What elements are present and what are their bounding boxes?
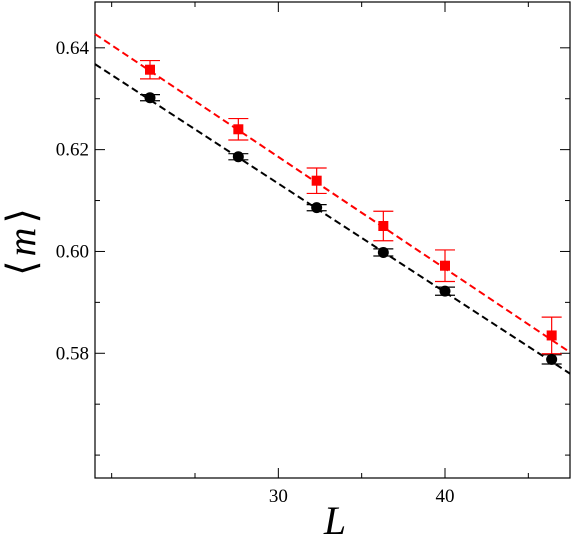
fit-line-series-2 xyxy=(94,33,571,354)
error-bars xyxy=(140,59,562,365)
plot-frame xyxy=(94,1,571,479)
data-point-square xyxy=(440,260,450,271)
y-axis-left-bracket: ⟨ xyxy=(0,260,44,276)
data-point-circle xyxy=(144,92,156,104)
data-point-square xyxy=(311,175,322,186)
data-markers xyxy=(144,64,558,365)
fit-line-series-1 xyxy=(94,63,571,375)
y-tick-label: 0.60 xyxy=(56,241,89,262)
y-axis-label: ⟨ m ⟩ xyxy=(0,208,44,276)
axis-ticks xyxy=(95,2,570,478)
data-point-circle xyxy=(232,151,244,163)
x-tick-label: 30 xyxy=(269,486,288,507)
data-point-circle xyxy=(546,353,558,365)
axis-tick-labels: 30 40 0.58 0.60 0.62 0.64 xyxy=(56,38,455,507)
y-axis-symbol: m xyxy=(0,228,44,257)
x-tick-label: 40 xyxy=(436,486,455,507)
svg-text:⟨m⟩: ⟨ m ⟩ xyxy=(0,208,44,276)
data-point-square xyxy=(378,221,389,231)
data-point-square xyxy=(145,64,155,75)
y-axis-right-bracket: ⟩ xyxy=(0,208,44,224)
y-tick-label: 0.64 xyxy=(56,38,90,59)
data-point-circle xyxy=(311,202,323,214)
data-point-square xyxy=(233,124,244,135)
fit-lines xyxy=(94,33,571,375)
x-axis-label: L xyxy=(323,498,346,537)
data-point-circle xyxy=(377,246,389,258)
data-point-circle xyxy=(439,285,451,297)
y-tick-label: 0.58 xyxy=(56,343,89,364)
data-point-square xyxy=(546,330,557,341)
y-tick-label: 0.62 xyxy=(56,140,89,161)
